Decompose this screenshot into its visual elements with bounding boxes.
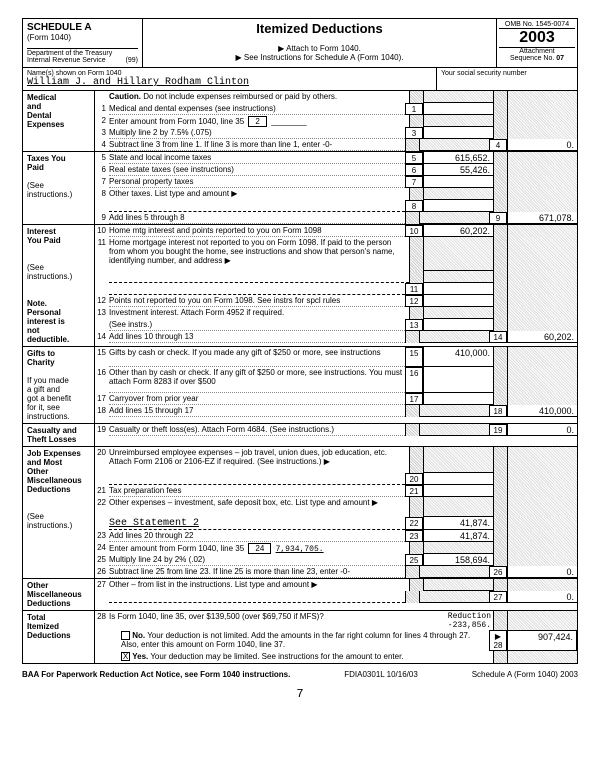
seq: (99)	[126, 57, 138, 64]
form-header: SCHEDULE A (Form 1040) Department of the…	[22, 18, 578, 68]
dept: Department of the Treasury	[27, 50, 112, 57]
see-instr: ▶ See Instructions for Schedule A (Form …	[147, 53, 492, 62]
section-other: Other Miscellaneous Deductions 27Other –…	[22, 579, 578, 611]
ssn-label: Your social security number	[437, 68, 577, 90]
names-row: Name(s) shown on Form 1040 William J. an…	[22, 68, 578, 91]
section-medical: Medical and Dental Expenses Caution. Do …	[22, 91, 578, 152]
tax-year: 2003	[499, 28, 575, 48]
section-casualty: Casualty and Theft Losses 19Casualty or …	[22, 424, 578, 447]
section-taxes: Taxes You Paid(See instructions.) 5State…	[22, 152, 578, 225]
form-ref: (Form 1040)	[27, 33, 138, 42]
schedule-ref: Schedule A (Form 1040) 2003	[472, 670, 578, 679]
names-label: Name(s) shown on Form 1040	[27, 70, 432, 77]
baa-notice: BAA For Paperwork Reduction Act Notice, …	[22, 670, 290, 679]
page-number: 7	[22, 687, 578, 701]
main-title: Itemized Deductions	[147, 21, 492, 36]
section-interest: Interest You Paid(See instructions.)Note…	[22, 225, 578, 347]
form-code: FDIA0301L 10/16/03	[344, 670, 418, 679]
section-total: Total Itemized Deductions 28Is Form 1040…	[22, 611, 578, 664]
attach: ▶ Attach to Form 1040.	[147, 44, 492, 53]
taxpayer-names: William J. and Hillary Rodham Clinton	[27, 77, 432, 88]
section-gifts: Gifts to CharityIf you made a gift and g…	[22, 347, 578, 424]
schedule-title: SCHEDULE A	[27, 22, 138, 33]
irs: Internal Revenue Service	[27, 57, 106, 64]
section-job: Job Expenses and Most Other Miscellaneou…	[22, 447, 578, 579]
footer: BAA For Paperwork Reduction Act Notice, …	[22, 670, 578, 679]
omb: OMB No. 1545-0074	[499, 21, 575, 28]
